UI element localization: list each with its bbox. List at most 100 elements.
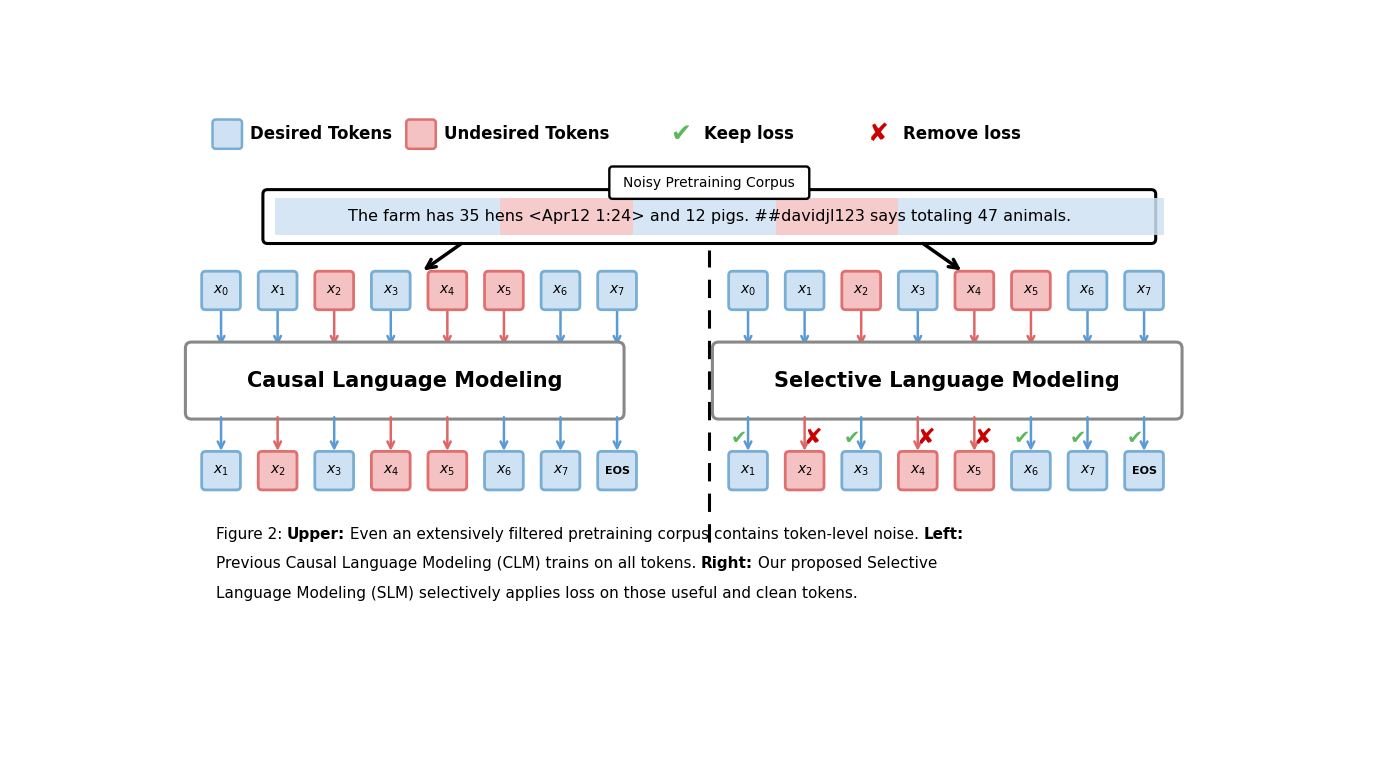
Text: $x_{2}$: $x_{2}$	[270, 464, 285, 478]
FancyBboxPatch shape	[1012, 451, 1050, 490]
FancyBboxPatch shape	[541, 272, 580, 310]
Text: Our proposed Selective: Our proposed Selective	[753, 556, 937, 571]
FancyBboxPatch shape	[407, 120, 436, 149]
Text: Previous Causal Language Modeling (CLM) trains on all tokens.: Previous Causal Language Modeling (CLM) …	[216, 556, 700, 571]
Text: $x_{6}$: $x_{6}$	[552, 283, 569, 298]
Text: $x_{4}$: $x_{4}$	[383, 464, 399, 478]
Text: ✘: ✘	[916, 429, 934, 448]
Text: Undesired Tokens: Undesired Tokens	[444, 125, 609, 143]
Text: $x_{1}$: $x_{1}$	[213, 464, 228, 478]
Text: ✘: ✘	[973, 429, 991, 448]
FancyBboxPatch shape	[898, 272, 937, 310]
Text: $x_{5}$: $x_{5}$	[966, 464, 983, 478]
Text: $x_{7}$: $x_{7}$	[1136, 283, 1151, 298]
Text: $x_{4}$: $x_{4}$	[439, 283, 455, 298]
Text: $x_{5}$: $x_{5}$	[495, 283, 512, 298]
FancyBboxPatch shape	[1012, 272, 1050, 310]
Text: $x_{7}$: $x_{7}$	[609, 283, 626, 298]
FancyBboxPatch shape	[1125, 272, 1164, 310]
Text: ✔: ✔	[1127, 429, 1143, 448]
Text: Desired Tokens: Desired Tokens	[251, 125, 393, 143]
FancyBboxPatch shape	[785, 272, 823, 310]
FancyBboxPatch shape	[713, 342, 1182, 419]
Text: The farm has 35 hens <Apr12 1:24> and 12 pigs. ##davidjl123 says totaling 47 ani: The farm has 35 hens <Apr12 1:24> and 12…	[347, 209, 1071, 224]
FancyBboxPatch shape	[841, 272, 880, 310]
FancyBboxPatch shape	[371, 451, 410, 490]
FancyBboxPatch shape	[371, 272, 410, 310]
Text: $x_{1}$: $x_{1}$	[740, 464, 756, 478]
Text: Right:: Right:	[700, 556, 753, 571]
Text: Language Modeling (SLM) selectively applies loss on those useful and clean token: Language Modeling (SLM) selectively appl…	[216, 586, 857, 601]
FancyBboxPatch shape	[728, 451, 767, 490]
FancyBboxPatch shape	[484, 272, 523, 310]
Text: ✔: ✔	[670, 122, 691, 146]
Text: $x_{2}$: $x_{2}$	[797, 464, 812, 478]
Text: Causal Language Modeling: Causal Language Modeling	[246, 370, 562, 391]
FancyBboxPatch shape	[841, 451, 880, 490]
Text: ✔: ✔	[1070, 429, 1086, 448]
FancyBboxPatch shape	[955, 272, 994, 310]
Text: $x_{6}$: $x_{6}$	[1023, 464, 1039, 478]
FancyBboxPatch shape	[785, 451, 823, 490]
Text: $x_{0}$: $x_{0}$	[213, 283, 230, 298]
Text: Even an extensively filtered pretraining corpus contains token-level noise.: Even an extensively filtered pretraining…	[345, 527, 925, 542]
FancyBboxPatch shape	[428, 272, 466, 310]
Text: $x_{5}$: $x_{5}$	[439, 464, 455, 478]
Text: $x_{0}$: $x_{0}$	[740, 283, 756, 298]
FancyBboxPatch shape	[484, 451, 523, 490]
Text: $x_{1}$: $x_{1}$	[270, 283, 285, 298]
Text: $x_{6}$: $x_{6}$	[495, 464, 512, 478]
Text: $x_{4}$: $x_{4}$	[966, 283, 983, 298]
FancyBboxPatch shape	[263, 190, 1156, 244]
FancyBboxPatch shape	[428, 451, 466, 490]
Text: $x_{3}$: $x_{3}$	[909, 283, 926, 298]
Text: $x_{7}$: $x_{7}$	[552, 464, 569, 478]
Text: Selective Language Modeling: Selective Language Modeling	[775, 370, 1120, 391]
FancyBboxPatch shape	[1068, 451, 1107, 490]
Text: EOS: EOS	[605, 466, 630, 475]
FancyBboxPatch shape	[185, 342, 624, 419]
Text: $x_{2}$: $x_{2}$	[854, 283, 869, 298]
Text: Keep loss: Keep loss	[704, 125, 794, 143]
Text: $x_{6}$: $x_{6}$	[1080, 283, 1096, 298]
Text: $x_{4}$: $x_{4}$	[909, 464, 926, 478]
FancyBboxPatch shape	[728, 272, 767, 310]
Text: $x_{7}$: $x_{7}$	[1080, 464, 1096, 478]
FancyBboxPatch shape	[314, 272, 353, 310]
Text: ✘: ✘	[803, 429, 822, 448]
Text: Left:: Left:	[925, 527, 965, 542]
FancyBboxPatch shape	[541, 451, 580, 490]
Text: $x_{3}$: $x_{3}$	[327, 464, 342, 478]
FancyBboxPatch shape	[609, 166, 810, 199]
Text: Figure 2:: Figure 2:	[216, 527, 286, 542]
FancyBboxPatch shape	[598, 451, 637, 490]
Text: $x_{2}$: $x_{2}$	[327, 283, 342, 298]
Text: $x_{5}$: $x_{5}$	[1023, 283, 1039, 298]
FancyBboxPatch shape	[898, 451, 937, 490]
Text: ✘: ✘	[868, 122, 889, 146]
Text: ✔: ✔	[844, 429, 859, 448]
Bar	[275, 198, 500, 235]
FancyBboxPatch shape	[598, 272, 637, 310]
FancyBboxPatch shape	[202, 272, 241, 310]
FancyBboxPatch shape	[314, 451, 353, 490]
FancyBboxPatch shape	[213, 120, 242, 149]
Text: $x_{1}$: $x_{1}$	[797, 283, 812, 298]
Text: Noisy Pretraining Corpus: Noisy Pretraining Corpus	[623, 176, 796, 190]
Bar	[500, 198, 632, 235]
Text: ✔: ✔	[731, 429, 747, 448]
FancyBboxPatch shape	[259, 272, 298, 310]
Text: $x_{3}$: $x_{3}$	[853, 464, 869, 478]
FancyBboxPatch shape	[1125, 451, 1164, 490]
Bar	[775, 198, 898, 235]
Text: ✔: ✔	[1013, 429, 1030, 448]
Bar	[898, 198, 1164, 235]
FancyBboxPatch shape	[955, 451, 994, 490]
FancyBboxPatch shape	[1068, 272, 1107, 310]
Text: Upper:: Upper:	[286, 527, 345, 542]
Bar	[632, 198, 775, 235]
Text: $x_{3}$: $x_{3}$	[383, 283, 399, 298]
Text: EOS: EOS	[1132, 466, 1157, 475]
Text: Remove loss: Remove loss	[902, 125, 1021, 143]
FancyBboxPatch shape	[202, 451, 241, 490]
